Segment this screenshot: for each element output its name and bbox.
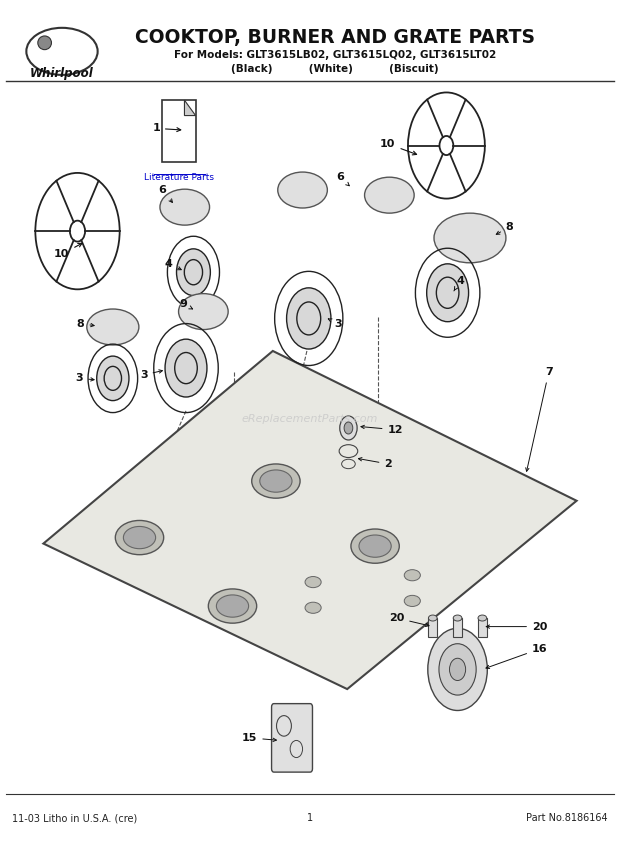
Circle shape [439, 644, 476, 695]
Ellipse shape [305, 577, 321, 588]
Circle shape [297, 302, 321, 335]
Text: 3: 3 [328, 318, 342, 329]
Circle shape [428, 628, 487, 710]
Ellipse shape [115, 520, 164, 555]
Ellipse shape [260, 470, 292, 492]
Ellipse shape [434, 213, 506, 263]
Text: 20: 20 [486, 621, 547, 632]
Text: 3: 3 [140, 370, 162, 380]
Ellipse shape [216, 595, 249, 617]
Ellipse shape [478, 615, 487, 621]
Text: 4: 4 [454, 276, 464, 291]
Text: 3: 3 [76, 373, 94, 383]
Circle shape [344, 422, 353, 434]
Text: For Models: GLT3615LB02, GLT3615LQ02, GLT3615LT02: For Models: GLT3615LB02, GLT3615LQ02, GL… [174, 50, 496, 60]
Text: Literature Parts: Literature Parts [144, 173, 213, 182]
Circle shape [340, 416, 357, 440]
Bar [478, 618, 487, 637]
Circle shape [286, 288, 331, 349]
Ellipse shape [305, 603, 321, 614]
Text: 12: 12 [361, 425, 403, 435]
Bar [428, 618, 437, 637]
Circle shape [450, 658, 466, 681]
Text: 8: 8 [496, 222, 513, 235]
Ellipse shape [252, 464, 300, 498]
Text: 20: 20 [389, 613, 429, 627]
Text: Whirlpool: Whirlpool [30, 67, 94, 80]
Ellipse shape [179, 294, 228, 330]
Text: 10: 10 [380, 139, 417, 155]
Text: 1: 1 [307, 813, 313, 823]
Ellipse shape [278, 172, 327, 208]
Text: 2: 2 [358, 458, 392, 469]
Text: COOKTOP, BURNER AND GRATE PARTS: COOKTOP, BURNER AND GRATE PARTS [135, 28, 535, 47]
Ellipse shape [87, 309, 139, 345]
Bar [453, 618, 462, 637]
Text: 4: 4 [165, 259, 181, 270]
Circle shape [427, 264, 469, 322]
Text: 8: 8 [77, 318, 94, 329]
Ellipse shape [351, 529, 399, 563]
Circle shape [97, 356, 129, 401]
Ellipse shape [123, 526, 156, 549]
Text: 16: 16 [486, 644, 547, 669]
Text: 7: 7 [526, 367, 552, 472]
Text: eReplacementParts.com: eReplacementParts.com [242, 414, 378, 425]
Text: 6: 6 [336, 172, 349, 186]
Ellipse shape [404, 596, 420, 606]
Circle shape [436, 277, 459, 308]
Polygon shape [185, 100, 196, 116]
Circle shape [184, 259, 203, 285]
Ellipse shape [365, 177, 414, 213]
Polygon shape [43, 351, 577, 689]
Circle shape [175, 353, 197, 383]
Text: 9: 9 [179, 299, 193, 309]
Ellipse shape [404, 570, 420, 580]
Text: 6: 6 [159, 185, 172, 202]
Text: (Black)          (White)          (Biscuit): (Black) (White) (Biscuit) [231, 64, 438, 74]
Text: 11-03 Litho in U.S.A. (cre): 11-03 Litho in U.S.A. (cre) [12, 813, 138, 823]
Ellipse shape [359, 535, 391, 557]
Ellipse shape [453, 615, 462, 621]
FancyBboxPatch shape [272, 704, 312, 772]
Text: Part No.8186164: Part No.8186164 [526, 813, 608, 823]
Bar [161, 100, 195, 162]
Text: 15: 15 [242, 733, 277, 743]
Text: 10: 10 [54, 243, 82, 259]
Text: 1: 1 [153, 123, 181, 134]
Circle shape [165, 339, 207, 397]
Ellipse shape [38, 36, 51, 50]
Circle shape [104, 366, 122, 390]
Ellipse shape [208, 589, 257, 623]
Ellipse shape [428, 615, 437, 621]
Ellipse shape [160, 189, 210, 225]
Circle shape [177, 249, 210, 295]
